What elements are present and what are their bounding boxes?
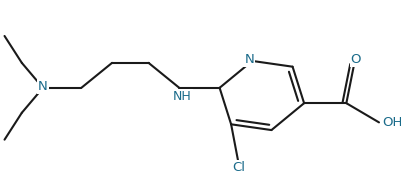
Text: O: O <box>351 53 361 66</box>
Text: OH: OH <box>382 116 401 129</box>
Text: NH: NH <box>173 90 192 103</box>
Text: N: N <box>38 80 48 93</box>
Text: N: N <box>244 53 254 66</box>
Text: Cl: Cl <box>232 161 245 174</box>
